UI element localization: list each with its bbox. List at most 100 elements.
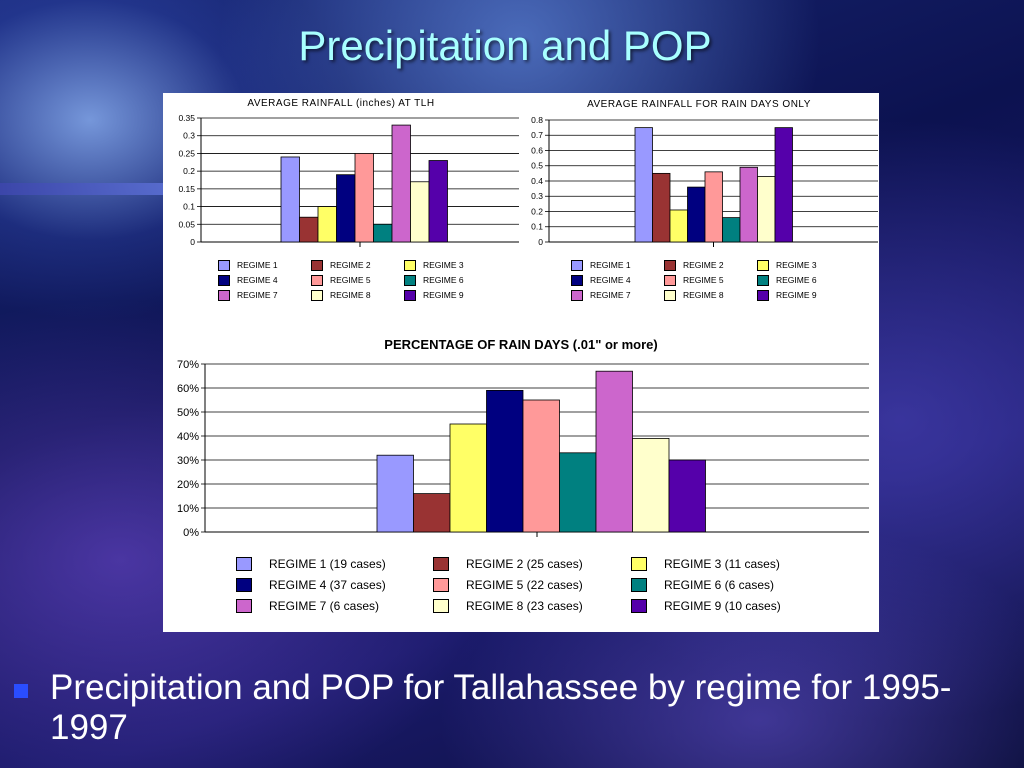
legend-label: REGIME 4 (37 cases): [269, 578, 386, 592]
legend-swatch: [404, 290, 416, 301]
legend-swatch: [404, 260, 416, 271]
bar-regime-4: [687, 186, 706, 243]
legend-label: REGIME 2: [330, 260, 371, 270]
chart-panel: 0 0.05 0.1 0.15 0.2 0.25 0.3 0.35 0 0.1 0.2 0.3 0.4 0…: [163, 93, 879, 632]
bar-regime-4: [486, 389, 524, 533]
legend-label: REGIME 2 (25 cases): [466, 557, 583, 571]
legend-swatch: [757, 260, 769, 271]
bar-regime-8: [757, 176, 776, 243]
legend-swatch: [571, 260, 583, 271]
decorative-stripe: [0, 183, 165, 195]
chart-3-title: PERCENTAGE OF RAIN DAYS (.01" or more): [384, 337, 658, 352]
legend-swatch: [631, 557, 647, 571]
legend-label: REGIME 8: [683, 290, 724, 300]
bar-regime-3: [669, 209, 688, 243]
y-tick-label: 20%: [177, 479, 199, 491]
legend-label: REGIME 2: [683, 260, 724, 270]
bar-regime-2: [652, 172, 671, 243]
legend-label: REGIME 4: [237, 275, 278, 285]
legend-swatch: [631, 599, 647, 613]
legend-swatch: [571, 290, 583, 301]
bar-regime-7: [595, 370, 633, 533]
bullet-text: Precipitation and POP for Tallahassee by…: [50, 668, 952, 747]
y-tick-label: 0.8: [531, 115, 543, 125]
bar-regime-5: [354, 153, 374, 243]
y-tick-label: 0.6: [531, 145, 543, 155]
bar-regime-8: [410, 181, 430, 243]
y-tick-label: 0.2: [183, 166, 195, 176]
bar-regime-3: [449, 423, 487, 533]
charts-canvas: 00.050.10.150.20.250.30.3500.10.20.30.40…: [177, 113, 878, 539]
legend-label: REGIME 8: [330, 290, 371, 300]
legend-swatch: [311, 275, 323, 286]
chart-1-title: AVERAGE RAINFALL (inches) AT TLH: [247, 98, 435, 109]
y-tick-label: 0.5: [531, 161, 543, 171]
legend-label: REGIME 6: [423, 275, 464, 285]
bar-regime-9: [428, 160, 448, 243]
legend-swatch: [218, 275, 230, 286]
legend-swatch: [236, 578, 252, 592]
y-tick-label: 50%: [177, 407, 199, 419]
legend-swatch: [311, 290, 323, 301]
bar-regime-6: [722, 217, 741, 243]
legend-label: REGIME 7: [237, 290, 278, 300]
legend-swatch: [433, 599, 449, 613]
chart-2: 0 0.1 0.2 0.3 0.4 0.5 0.6 0.7 0.8: [531, 115, 878, 247]
legend-label: REGIME 3 (11 cases): [664, 557, 780, 571]
chart-3: 0% 10% 20% 30% 40% 50% 60% 70%: [177, 359, 869, 539]
legend-swatch: [433, 578, 449, 592]
chart-1: 0 0.05 0.1 0.15 0.2 0.25 0.3 0.35: [178, 113, 519, 247]
y-tick-label: 0.05: [178, 219, 195, 229]
y-tick-label: 0.4: [531, 176, 543, 186]
y-tick-label: 0.3: [531, 191, 543, 201]
square-bullet-icon: [14, 684, 28, 698]
legend-label: REGIME 6 (6 cases): [664, 578, 775, 592]
bar-regime-2: [299, 216, 319, 243]
y-tick-label: 70%: [177, 359, 199, 371]
bar-regime-8: [632, 437, 670, 533]
bar-regime-1: [280, 156, 300, 243]
y-tick-label: 60%: [177, 383, 199, 395]
y-tick-label: 0.1: [531, 222, 543, 232]
y-tick-label: 40%: [177, 431, 199, 443]
legend-swatch: [664, 275, 676, 286]
legend-label: REGIME 6: [776, 275, 817, 285]
y-tick-label: 0: [538, 237, 543, 247]
legend-label: REGIME 3: [423, 260, 464, 270]
legend-label: REGIME 1: [590, 260, 631, 270]
bar-regime-9: [668, 459, 706, 533]
slide-title: Precipitation and POP: [298, 22, 712, 69]
legend-label: REGIME 1: [237, 260, 278, 270]
bar-regime-5: [522, 399, 560, 533]
legend-label: REGIME 9: [423, 290, 464, 300]
y-tick-label: 0.15: [178, 184, 195, 194]
legend-label: REGIME 9 (10 cases): [664, 599, 781, 613]
legend-label: REGIME 5: [683, 275, 724, 285]
legend-label: REGIME 7 (6 cases): [269, 599, 380, 613]
legend-label: REGIME 8 (23 cases): [466, 599, 583, 613]
y-tick-label: 0.2: [531, 206, 543, 216]
bar-regime-7: [739, 166, 758, 243]
bar-regime-3: [317, 206, 337, 243]
legend-swatch: [664, 290, 676, 301]
legend-swatch: [218, 290, 230, 301]
legend-label: REGIME 3: [776, 260, 817, 270]
y-tick-label: 0%: [183, 527, 199, 539]
y-tick-label: 0.1: [183, 202, 195, 212]
legend-swatch: [757, 275, 769, 286]
y-tick-label: 0.3: [183, 131, 195, 141]
legend-swatch: [236, 557, 252, 571]
bar-regime-1: [634, 127, 653, 243]
legend-swatch: [311, 260, 323, 271]
bar-regime-4: [336, 174, 356, 243]
y-tick-label: 0: [190, 237, 195, 247]
bar-regime-2: [413, 493, 451, 533]
bar-regime-9: [774, 127, 793, 243]
bar-regime-7: [391, 124, 411, 243]
legend-swatch: [218, 260, 230, 271]
legend-label: REGIME 9: [776, 290, 817, 300]
chart-2-title: AVERAGE RAINFALL FOR RAIN DAYS ONLY: [587, 99, 811, 110]
legend-swatch: [404, 275, 416, 286]
legend-label: REGIME 5 (22 cases): [466, 578, 583, 592]
legend-swatch: [757, 290, 769, 301]
